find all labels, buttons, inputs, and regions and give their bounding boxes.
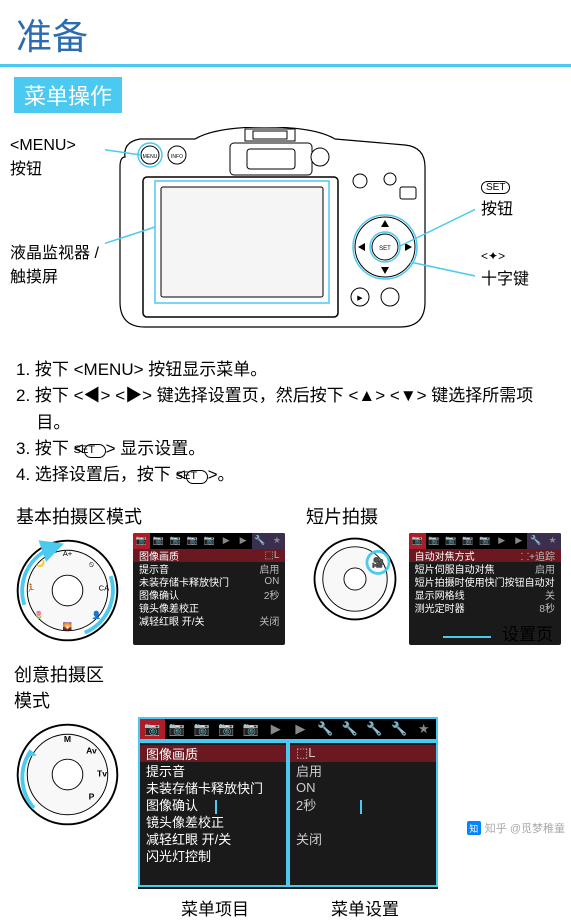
svg-text:P: P (89, 791, 95, 801)
section-title: 菜单操作 (14, 77, 122, 113)
set-button-label: SET <SET> 按钮按钮 (481, 177, 561, 219)
instruction-steps: 1. 按下 <MENU> 按钮显示菜单。 2. 按下 <◀> <▶> 键选择设置… (16, 357, 555, 489)
menu-settings-label: 菜单设置 (290, 895, 440, 920)
svg-text:👤: 👤 (91, 610, 101, 619)
movie-mode-dial: 🎥 (309, 533, 401, 653)
cross-keys-label: <✦> 十字键 (481, 247, 561, 289)
step-3: 3. 按下 <SET> 显示设置。 (16, 436, 555, 462)
basic-mode-dial: A+⦸ CA👤 🌄🌷 🏃🌙 (10, 533, 125, 653)
camera-diagram-row: <MENU> 按钮 液晶监视器 / 触摸屏 MENU INFO (10, 127, 561, 347)
movie-mode-title: 短片拍摄 (306, 503, 378, 529)
svg-text:INFO: INFO (171, 154, 183, 160)
menu-button-label: <MENU> 按钮 (10, 137, 100, 179)
svg-text:🏃: 🏃 (26, 583, 36, 592)
lcd-touch-label: 液晶监视器 / 触摸屏 (10, 239, 100, 287)
page-title: 准备 (0, 0, 571, 67)
watermark: 知 知乎 @觅梦稚童 (467, 820, 565, 836)
creative-mode-title: 创意拍摄区 模式 (14, 661, 571, 713)
creative-mode-dial: M Av Tv P (10, 717, 130, 889)
step-4: 4. 选择设置后，按下 <SET>。 (16, 462, 555, 488)
svg-text:▶: ▶ (357, 295, 363, 302)
step-1: 1. 按下 <MENU> 按钮显示菜单。 (16, 357, 555, 383)
svg-text:Tv: Tv (97, 768, 107, 778)
menu-items-label: 菜单项目 (140, 895, 290, 920)
step-2: 2. 按下 <◀> <▶> 键选择设置页，然后按下 <▲> <▼> 键选择所需项… (16, 383, 555, 436)
large-menu-screenshot: 📷📷📷📷📷▶▶🔧🔧🔧🔧★ 图像画质提示音未装存储卡释放快门图像确认镜头像差校正减… (138, 717, 438, 889)
svg-text:Av: Av (86, 745, 97, 755)
basic-menu-screenshot: 📷📷📷📷📷▶▶🔧★ 图像画质⬚L提示音启用未装存储卡释放快门ON图像确认2秒镜头… (133, 533, 285, 645)
svg-text:CA: CA (99, 583, 111, 592)
zhihu-icon: 知 (467, 821, 481, 835)
svg-text:🎥: 🎥 (371, 556, 384, 569)
svg-text:🌄: 🌄 (63, 622, 73, 631)
svg-text:🌷: 🌷 (34, 610, 44, 619)
camera-illustration: MENU INFO SET ▶ (105, 127, 475, 345)
svg-text:SET: SET (379, 246, 391, 252)
svg-text:🌙: 🌙 (36, 558, 46, 567)
settings-tab-leader (443, 636, 491, 638)
basic-mode-title: 基本拍摄区模式 (16, 503, 296, 529)
svg-text:MENU: MENU (143, 154, 158, 160)
svg-text:A+: A+ (63, 549, 73, 558)
settings-tab-label: 设置页 (502, 620, 553, 645)
svg-text:M: M (64, 734, 71, 744)
